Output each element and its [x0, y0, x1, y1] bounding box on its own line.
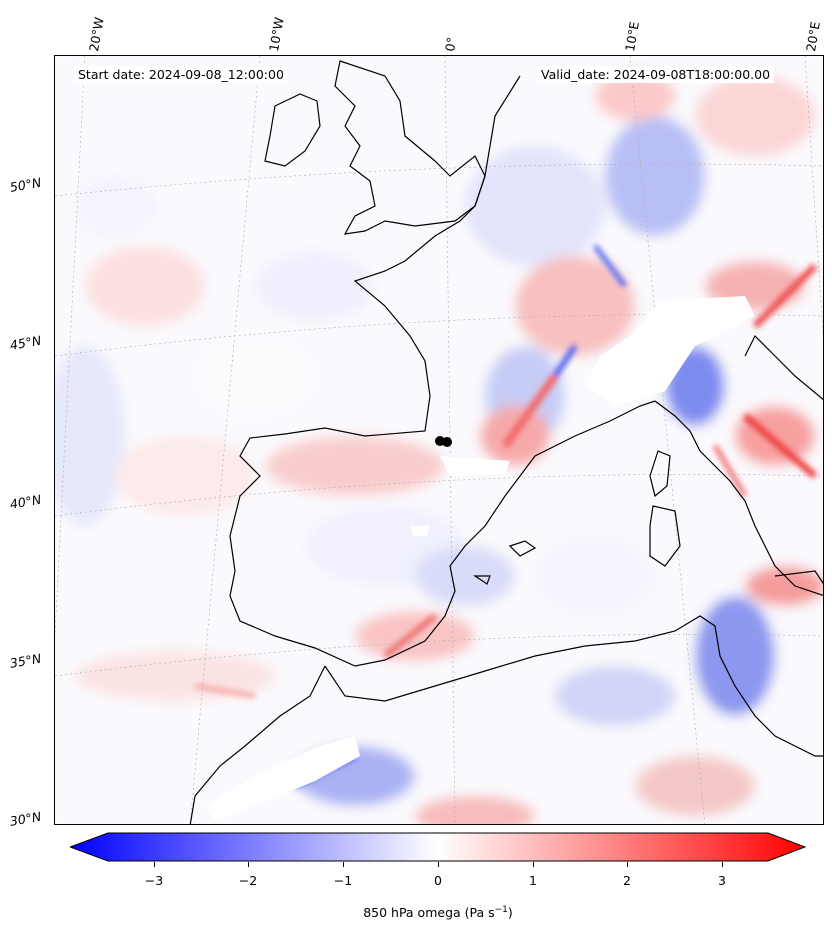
colorbar-tick-mark	[154, 862, 155, 867]
colorbar-tick-label: 1	[529, 873, 537, 888]
colorbar-label: 850 hPa omega (Pa s−1)	[0, 905, 832, 920]
colorbar-tick-label: 2	[623, 873, 631, 888]
valid-date-label: Valid_date: 2024-09-08T18:00:00.00	[537, 66, 775, 83]
coastlines	[189, 60, 823, 824]
colorbar-tick-mark	[438, 862, 439, 867]
colorbar-svg	[68, 832, 807, 862]
colorbar	[68, 832, 807, 862]
colorbar-tick-label: −3	[144, 873, 164, 888]
lon-label-10e: 10°E	[622, 20, 642, 53]
start-date-label: Start date: 2024-09-08_12:00:00	[74, 66, 288, 83]
lat-label-40n: 40°N	[8, 491, 43, 512]
lon-label-20w: 20°W	[86, 16, 107, 53]
lat-label-30n: 30°N	[8, 808, 43, 829]
location-marker-2	[442, 437, 452, 447]
missing-data-patches	[205, 296, 755, 821]
colorbar-tick-mark	[343, 862, 344, 867]
colorbar-tick-label: 0	[434, 873, 442, 888]
colorbar-tick-label: −2	[238, 873, 258, 888]
lat-label-50n: 50°N	[8, 174, 43, 195]
map-svg	[55, 56, 823, 824]
colorbar-label-main: 850 hPa omega (Pa s	[363, 905, 495, 921]
colorbar-tick-mark	[248, 862, 249, 867]
lat-label-45n: 45°N	[8, 332, 43, 353]
lat-label-35n: 35°N	[8, 650, 43, 671]
colorbar-tick-label: 3	[718, 873, 726, 888]
colorbar-label-exponent: −1	[494, 905, 508, 915]
colorbar-label-end: )	[507, 905, 513, 921]
lon-label-10w: 10°W	[266, 16, 287, 53]
colorbar-tick-mark	[722, 862, 723, 867]
lon-label-0: 0°	[442, 36, 460, 53]
colorbar-tick-mark	[533, 862, 534, 867]
colorbar-tick-label: −1	[333, 873, 353, 888]
lon-label-20e: 20°E	[803, 20, 823, 53]
map-frame	[54, 55, 824, 825]
colorbar-tick-mark	[627, 862, 628, 867]
